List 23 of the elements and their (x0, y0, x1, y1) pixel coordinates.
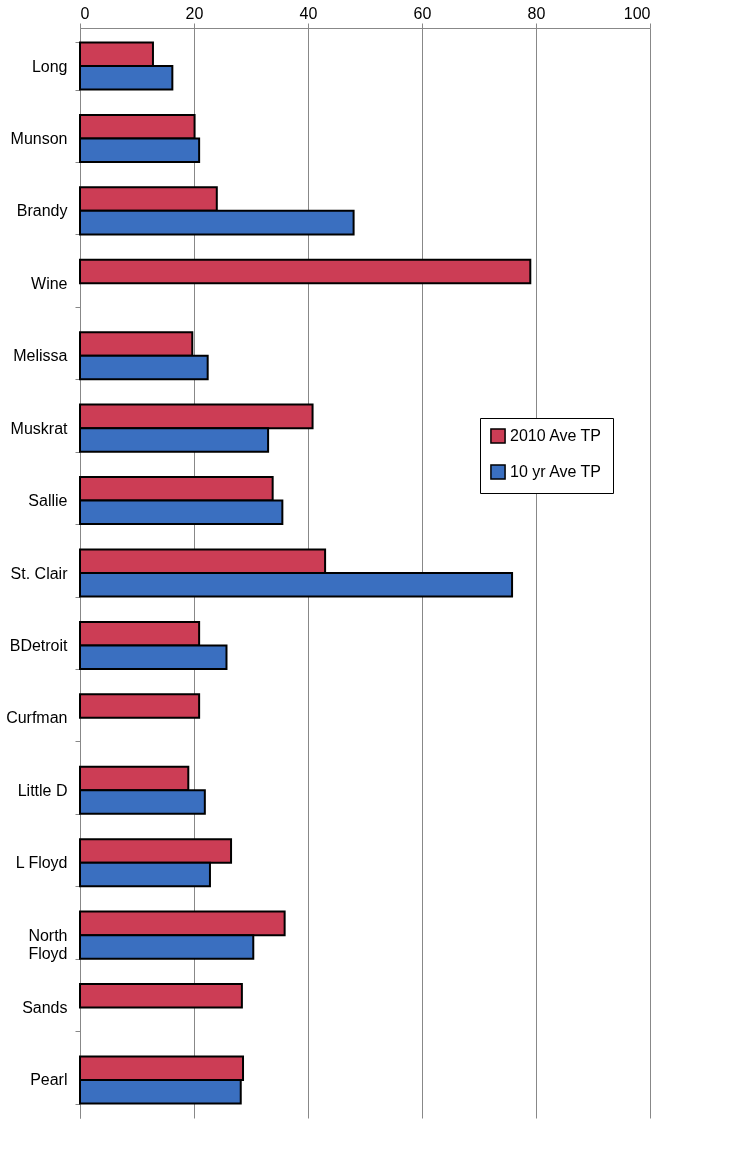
x-tick-label: 0 (80, 4, 90, 22)
y-tick-label: Pearl (30, 1071, 68, 1089)
x-tick-label: 60 (413, 4, 432, 22)
x-tick-label: 40 (299, 4, 318, 22)
y-tick-label: Curfman (6, 709, 68, 727)
y-tick-label: St. Clair (10, 564, 69, 582)
legend-label: 10 yr Ave TP (510, 463, 602, 480)
y-tick-label: BDetroit (9, 636, 69, 654)
legend-label: 2010 Ave TP (510, 427, 602, 444)
y-tick-label: L Floyd (15, 854, 68, 872)
y-tick-label: Muskrat (10, 419, 69, 437)
x-tick-label: 100 (623, 4, 651, 22)
y-tick-label: Sallie (28, 492, 68, 510)
y-tick-label: North Floyd (28, 926, 68, 962)
x-tick-label: 80 (527, 4, 546, 22)
y-tick-label: Sands (22, 999, 68, 1017)
y-tick-label: Wine (31, 274, 68, 292)
y-tick-label: Long (31, 57, 68, 75)
x-tick-label: 20 (185, 4, 204, 22)
y-tick-label: Brandy (16, 202, 68, 220)
y-tick-label: Munson (10, 129, 68, 147)
y-tick-label: Melissa (13, 347, 68, 365)
y-tick-label: Little D (17, 781, 68, 799)
